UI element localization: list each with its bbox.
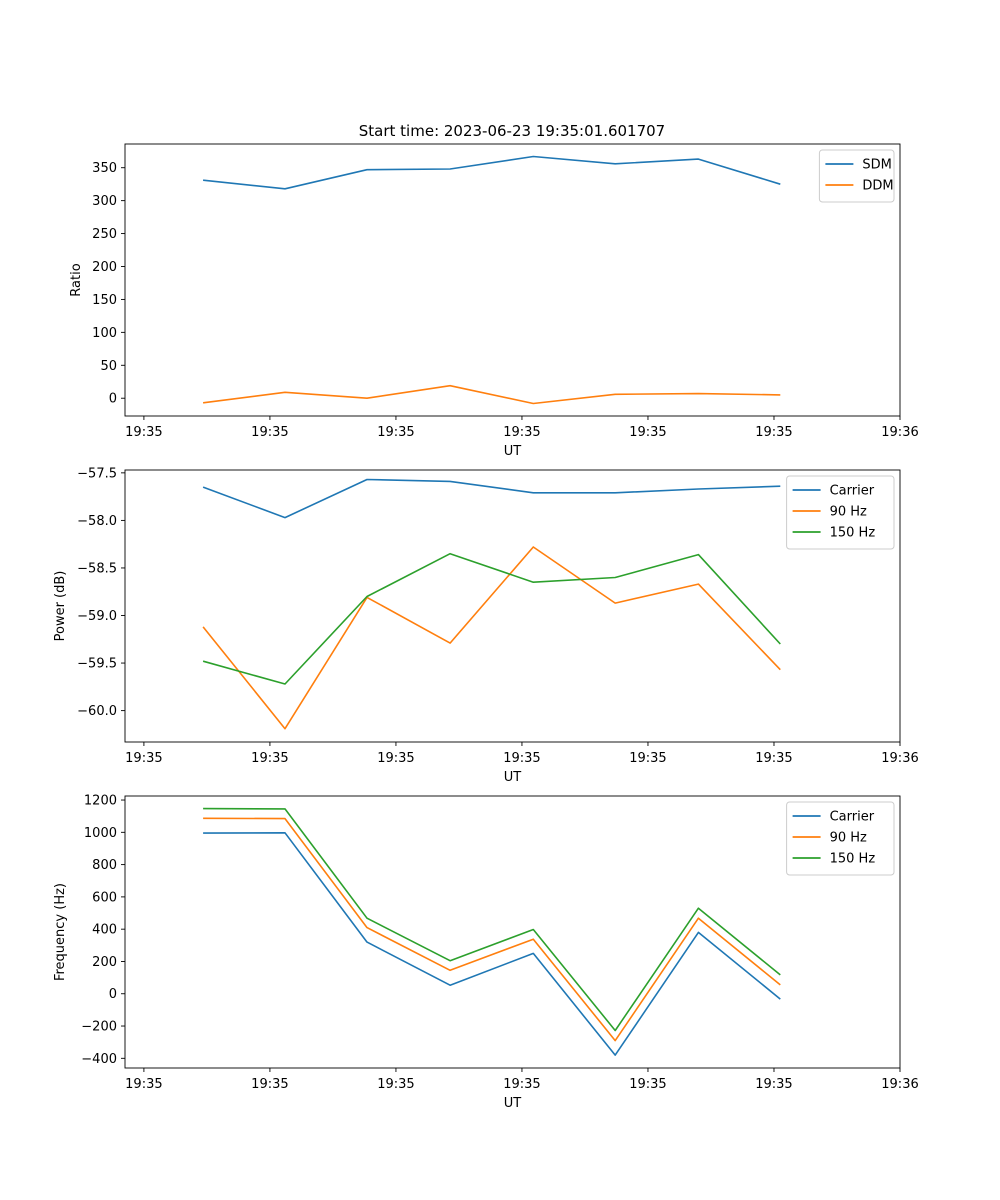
x-tick-label: 19:35 [377, 1077, 414, 1092]
x-tick-label: 19:35 [503, 751, 540, 766]
x-tick-label: 19:35 [251, 425, 288, 440]
legend-box [818, 149, 895, 203]
x-tick-label: 19:35 [377, 425, 414, 440]
legend: Carrier 90 Hz 150 Hz [786, 801, 895, 876]
y-axis-label: Ratio [69, 263, 84, 296]
legend-label: Carrier [830, 810, 875, 825]
axes-frame [124, 795, 901, 1069]
y-tick-label: −59.5 [77, 657, 117, 672]
x-tick-label: 19:35 [755, 425, 792, 440]
y-tick-label: −58.0 [77, 514, 117, 529]
series-line-150-hz [202, 552, 781, 685]
x-tick-label: 19:35 [251, 751, 288, 766]
y-tick-label: 400 [92, 923, 117, 938]
y-tick-label: −57.5 [77, 466, 117, 481]
y-tick-label: 150 [92, 293, 117, 308]
x-tick-label: 19:35 [755, 751, 792, 766]
legend-label: 90 Hz [830, 505, 867, 520]
x-tick-label: 19:36 [881, 1077, 918, 1092]
series-line-ddm [202, 384, 781, 405]
y-tick-label: 1000 [84, 826, 117, 841]
panel-3: 19:35 19:35 19:35 19:35 19:35 19:35 19:36 −400 −… [53, 794, 919, 1111]
series-line-carrier [202, 478, 781, 519]
x-tick-label: 19:35 [125, 751, 162, 766]
x-tick-label: 19:36 [881, 751, 918, 766]
x-axis-label: UT [504, 1096, 522, 1111]
x-tick-label: 19:35 [251, 1077, 288, 1092]
legend: Carrier 90 Hz 150 Hz [786, 475, 895, 550]
x-tick-label: 19:35 [377, 751, 414, 766]
series-line-90-hz [203, 817, 781, 1042]
series-line-carrier [203, 831, 781, 1056]
x-tick-label: 19:35 [755, 1077, 792, 1092]
legend-label: Carrier [830, 484, 875, 499]
x-tick-label: 19:36 [881, 425, 918, 440]
y-tick-label: 100 [92, 326, 117, 341]
y-tick-label: 1200 [84, 794, 117, 809]
y-tick-label: −200 [81, 1020, 117, 1035]
legend-box [786, 475, 895, 550]
y-tick-label: 250 [92, 227, 117, 242]
legend-label: DDM [862, 179, 893, 194]
legend-label: 90 Hz [830, 831, 867, 846]
axes-frame [124, 143, 901, 417]
y-tick-label: 0 [109, 987, 117, 1002]
x-tick-label: 19:35 [629, 425, 666, 440]
series-line-sdm [203, 155, 781, 190]
x-tick-label: 19:35 [629, 751, 666, 766]
axes-frame [124, 469, 901, 743]
chart-title: Start time: 2023-06-23 19:35:01.601707 [359, 122, 665, 140]
legend-box [786, 801, 895, 876]
legend: SDM DDM [818, 149, 895, 203]
y-tick-label: 200 [92, 955, 117, 970]
y-tick-label: −400 [81, 1052, 117, 1067]
x-tick-label: 19:35 [629, 1077, 666, 1092]
legend-label: 150 Hz [830, 852, 876, 867]
x-axis-label: UT [504, 770, 522, 785]
y-tick-label: −59.0 [77, 609, 117, 624]
panel-1: 19:35 19:35 19:35 19:35 19:35 19:35 19:36 0 50 10… [69, 143, 919, 459]
y-tick-label: −60.0 [77, 704, 117, 719]
y-tick-label: 50 [100, 359, 117, 374]
x-tick-label: 19:35 [503, 425, 540, 440]
x-tick-label: 19:35 [125, 1077, 162, 1092]
series-line-90-hz [202, 546, 781, 730]
y-tick-label: 800 [92, 858, 117, 873]
y-tick-label: 600 [92, 890, 117, 905]
legend-label: SDM [862, 158, 891, 173]
y-axis-label: Power (dB) [53, 571, 68, 642]
x-tick-label: 19:35 [125, 425, 162, 440]
y-tick-label: −58.5 [77, 561, 117, 576]
y-tick-label: 0 [109, 392, 117, 407]
x-axis-label: UT [504, 444, 522, 459]
y-tick-label: 300 [92, 194, 117, 209]
y-tick-label: 350 [92, 161, 117, 176]
panel-2: 19:35 19:35 19:35 19:35 19:35 19:35 19:36 −60.0… [53, 466, 919, 785]
y-tick-label: 200 [92, 260, 117, 275]
legend-label: 150 Hz [830, 526, 876, 541]
x-tick-label: 19:35 [503, 1077, 540, 1092]
y-axis-label: Frequency (Hz) [53, 883, 68, 981]
series-line-150-hz [203, 807, 781, 1032]
